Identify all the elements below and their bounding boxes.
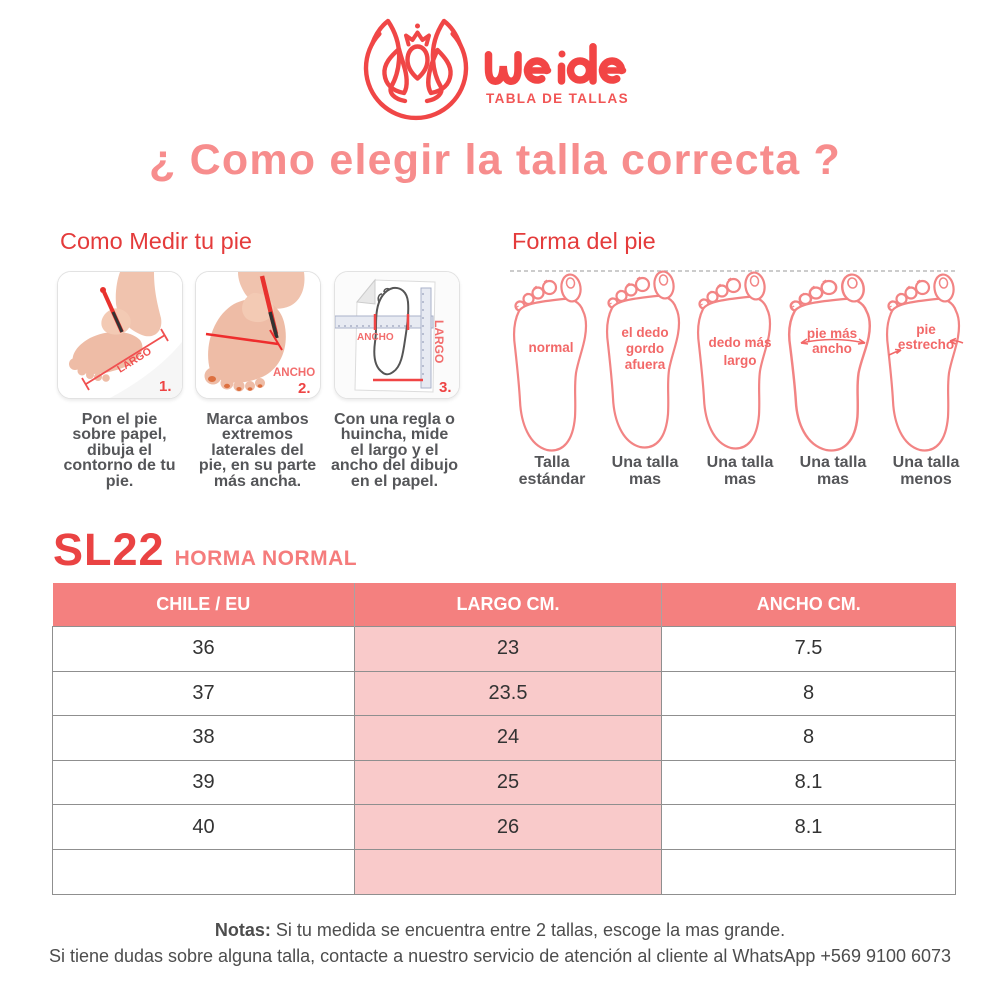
svg-text:ANCHO: ANCHO bbox=[273, 367, 315, 379]
svg-text:el dedo: el dedo bbox=[621, 325, 668, 340]
svg-text:1.: 1. bbox=[159, 378, 172, 395]
svg-text:3.: 3. bbox=[439, 379, 452, 396]
svg-text:estrecho: estrecho bbox=[898, 337, 954, 352]
svg-text:gordo: gordo bbox=[626, 341, 664, 356]
svg-text:TABLA DE TALLAS: TABLA DE TALLAS bbox=[486, 91, 629, 106]
svg-text:dedo más: dedo más bbox=[708, 335, 771, 350]
svg-text:largo: largo bbox=[723, 353, 756, 368]
svg-text:normal: normal bbox=[528, 340, 573, 355]
svg-text:ANCHO: ANCHO bbox=[357, 332, 394, 343]
svg-text:LARGO: LARGO bbox=[432, 320, 446, 363]
svg-text:afuera: afuera bbox=[625, 357, 666, 372]
svg-text:pie más: pie más bbox=[807, 326, 857, 341]
svg-text:ancho: ancho bbox=[812, 341, 852, 356]
svg-text:pie: pie bbox=[916, 322, 936, 337]
svg-text:2.: 2. bbox=[298, 380, 311, 397]
